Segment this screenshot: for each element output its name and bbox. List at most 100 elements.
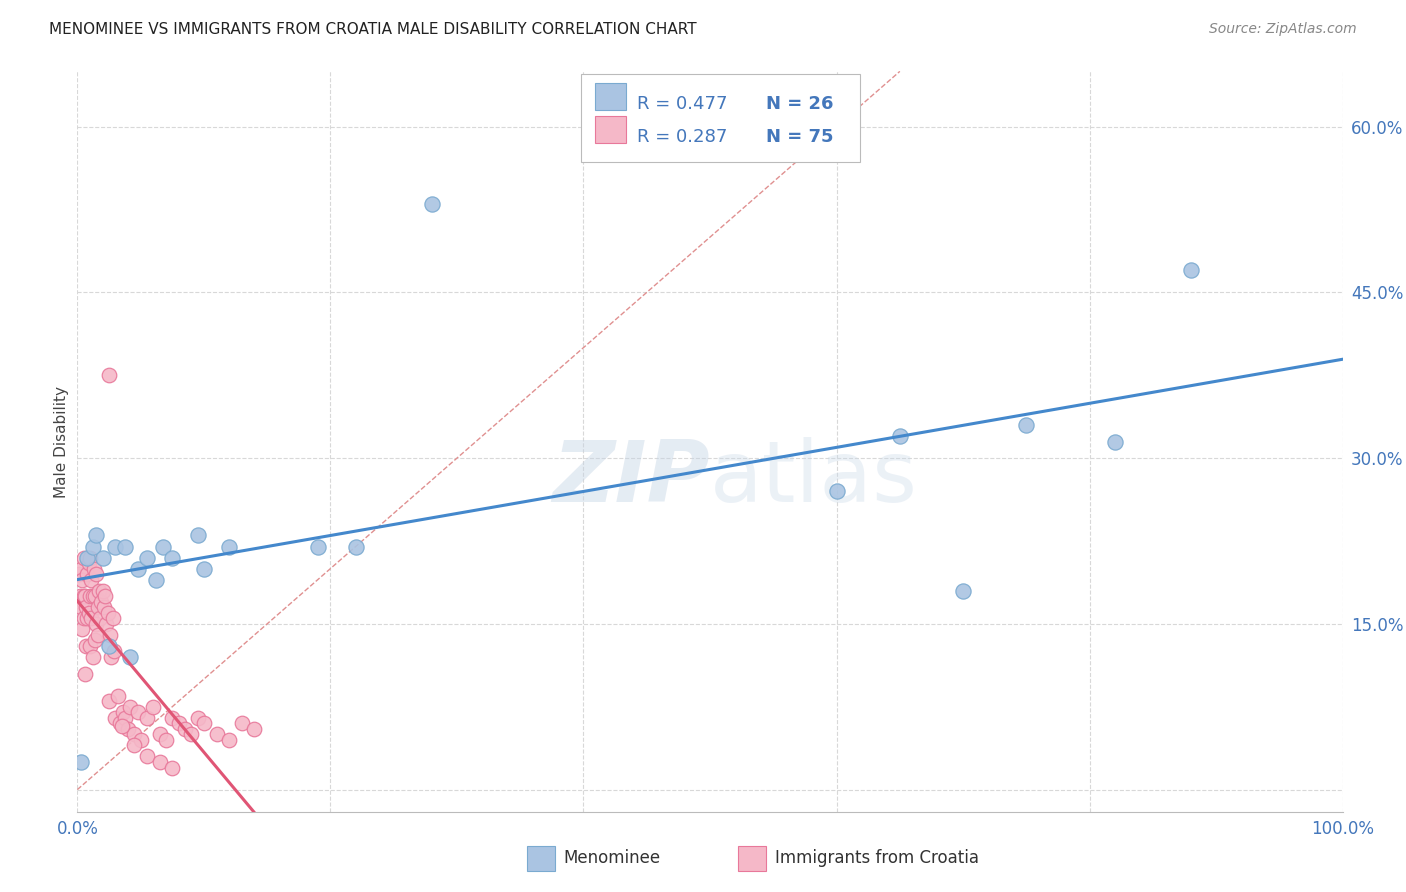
Point [117,722,139,736]
Text: R = 0.477: R = 0.477 [637,95,727,113]
Point [127,706,149,720]
Point [155,732,177,747]
Point [72,623,94,637]
Point [142,699,165,714]
Text: Immigrants from Croatia: Immigrants from Croatia [775,849,979,867]
Point [1104,434,1126,449]
Point [72,573,94,587]
Point [104,540,127,554]
Point [76,550,98,565]
Point [205,727,228,741]
Point [193,561,215,575]
Point [152,540,174,554]
Point [73,666,96,681]
Point [80,611,103,625]
Point [82,589,104,603]
Point [136,550,159,565]
Point [79,639,101,653]
Point [120,699,142,714]
Point [1180,263,1202,277]
Point [87,583,110,598]
Text: atlas: atlas [710,437,918,520]
Point [825,484,848,499]
Point [75,639,97,653]
Point [98,639,120,653]
Point [167,716,190,731]
Point [86,628,108,642]
Point [73,589,96,603]
Point [174,722,197,736]
Point [97,606,120,620]
Point [77,556,100,570]
Point [69,589,91,603]
Point [420,197,443,211]
Point [91,550,114,565]
Point [94,589,117,603]
Point [136,711,159,725]
Point [100,650,122,665]
Text: N = 75: N = 75 [766,128,834,146]
Point [124,739,146,753]
Point [162,760,183,774]
Point [114,711,136,725]
Point [114,540,136,554]
Point [186,528,209,542]
Point [73,611,96,625]
Point [83,561,105,575]
Point [127,561,149,575]
Point [76,567,98,582]
Point [90,595,112,609]
Point [75,600,97,615]
Point [1015,417,1038,432]
Point [98,628,121,642]
Point [76,611,98,625]
Point [193,716,215,731]
Point [70,561,93,575]
Point [952,583,974,598]
Point [82,650,104,665]
Point [231,716,253,731]
Point [73,589,96,603]
Text: ZIP: ZIP [553,437,710,520]
Point [86,567,108,582]
Point [89,611,111,625]
Point [107,689,129,703]
Point [162,711,183,725]
Point [889,429,911,443]
Text: Source: ZipAtlas.com: Source: ZipAtlas.com [1209,22,1357,37]
Point [67,567,90,582]
Point [124,727,146,741]
Point [84,589,107,603]
Point [104,711,127,725]
Point [111,706,134,720]
Point [145,573,167,587]
Point [84,633,107,648]
Point [218,732,240,747]
Point [98,368,120,383]
Point [86,528,108,542]
Point [149,755,172,769]
Point [136,749,159,764]
Point [77,606,100,620]
Point [82,540,104,554]
Point [96,616,118,631]
Point [98,694,120,708]
Point [86,600,108,615]
Point [73,550,96,565]
Point [186,711,209,725]
Point [110,716,132,731]
Point [243,722,266,736]
Point [103,644,125,658]
Point [149,727,172,741]
Text: R = 0.287: R = 0.287 [637,128,727,146]
Point [91,583,114,598]
Point [93,600,115,615]
Point [180,727,202,741]
Point [111,718,132,732]
Point [344,540,367,554]
Text: Menominee: Menominee [564,849,661,867]
Point [79,550,101,565]
Point [120,650,142,665]
Point [70,755,93,769]
Point [86,616,108,631]
